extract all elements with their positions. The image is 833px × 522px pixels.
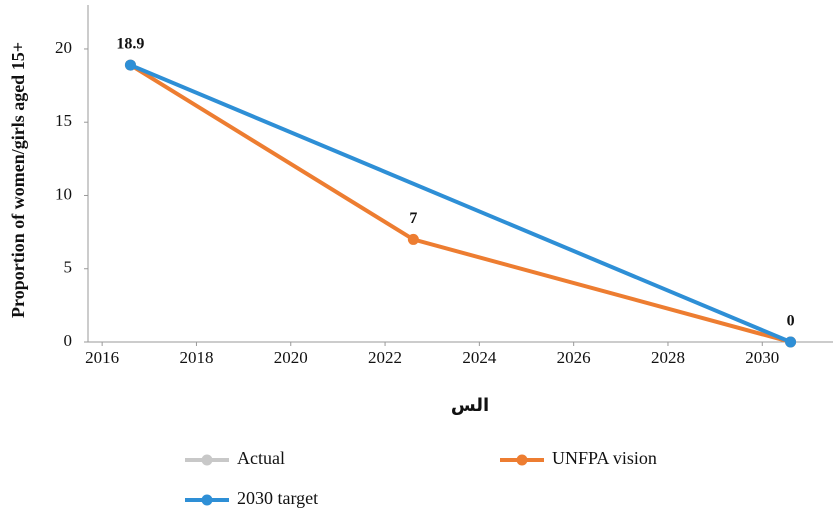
- x-axis-label: الس: [451, 395, 489, 416]
- x-tick-label: 2018: [179, 348, 213, 367]
- data-label: 7: [409, 210, 417, 227]
- y-tick-label: 10: [55, 184, 72, 203]
- data-point: [407, 233, 419, 245]
- legend-marker: [201, 454, 213, 466]
- data-point: [124, 59, 136, 71]
- legend-label: UNFPA vision: [552, 448, 657, 468]
- legend-label: Actual: [237, 448, 285, 468]
- x-tick-label: 2016: [85, 348, 119, 367]
- legend-marker: [516, 454, 528, 466]
- data-label: 18.9: [116, 36, 144, 53]
- data-point: [785, 336, 797, 348]
- y-axis-label: Proportion of women/girls aged 15+: [8, 42, 28, 318]
- y-tick-label: 15: [55, 111, 72, 130]
- x-tick-label: 2020: [274, 348, 308, 367]
- series-line: [129, 63, 792, 344]
- x-tick-label: 2028: [651, 348, 685, 367]
- legend-marker: [201, 494, 213, 506]
- legend-label: 2030 target: [237, 488, 318, 508]
- y-tick-label: 5: [64, 258, 73, 277]
- y-tick-label: 20: [55, 38, 72, 57]
- y-tick-label: 0: [64, 331, 73, 350]
- x-tick-label: 2030: [745, 348, 779, 367]
- x-tick-label: 2022: [368, 348, 402, 367]
- data-label: 0: [787, 313, 795, 330]
- x-tick-label: 2024: [462, 348, 497, 367]
- x-tick-label: 2026: [557, 348, 591, 367]
